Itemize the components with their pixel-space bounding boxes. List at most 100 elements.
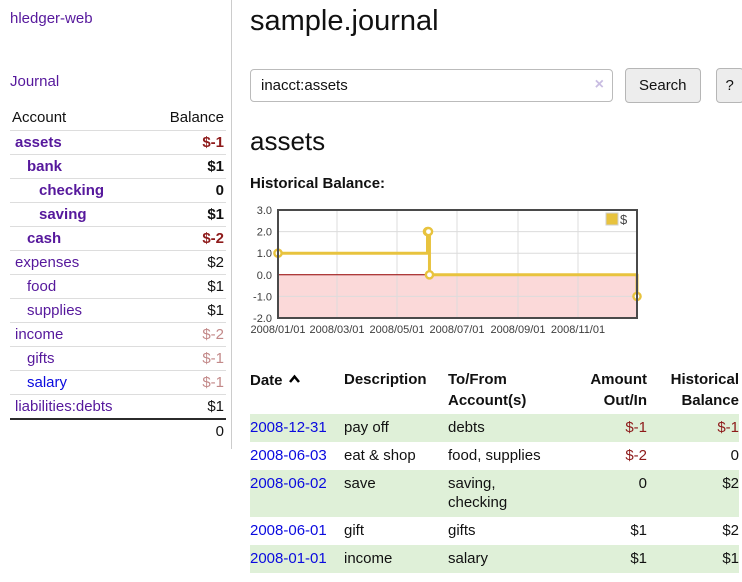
transaction-description: save — [344, 475, 376, 492]
transaction-amount: $-2 — [625, 447, 647, 464]
main-content: sample.journal × Search ? assets Histori… — [250, 0, 742, 573]
sort-ascending-icon — [288, 369, 301, 390]
accounts-total-balance: 0 — [215, 423, 224, 440]
account-row-salary: salary $-1 — [10, 370, 226, 395]
column-header-accounts: To/From Account(s) — [448, 371, 527, 409]
svg-text:2008/01/01: 2008/01/01 — [250, 324, 305, 336]
svg-text:3.0: 3.0 — [257, 205, 272, 217]
transaction-accounts: debts — [448, 419, 485, 436]
transaction-amount: $1 — [630, 522, 647, 539]
svg-text:2008/09/01: 2008/09/01 — [490, 324, 545, 336]
transaction-description: gift — [344, 522, 365, 539]
account-link-expenses[interactable]: expenses — [15, 254, 80, 271]
transaction-row: 2008-06-03 eat & shop food, supplies $-2… — [250, 442, 739, 470]
svg-text:$: $ — [620, 212, 628, 227]
svg-text:2008/11/01: 2008/11/01 — [551, 324, 605, 336]
svg-text:-1.0: -1.0 — [253, 291, 272, 303]
account-link-income[interactable]: income — [15, 326, 64, 343]
transaction-row: 2008-12-31 pay off debts $-1 $-1 — [250, 414, 739, 442]
search-box: × — [250, 69, 613, 102]
transactions-table: Date Description To/From Account(s) Amou… — [250, 367, 739, 573]
chart-label: Historical Balance: — [250, 175, 386, 192]
historical-balance-chart: $3.0 2.0 1.0 0.0 -1.0 -2.0 2008/01/01 2008/03/0… — [250, 204, 739, 342]
transaction-accounts: salary — [448, 550, 489, 567]
search-form: × Search ? — [250, 68, 742, 103]
account-link-cash[interactable]: cash — [27, 230, 62, 247]
transaction-balance: $2 — [722, 522, 739, 539]
transaction-description: eat & shop — [344, 447, 416, 464]
accounts-header-row: Account Balance — [10, 107, 226, 131]
svg-text:2.0: 2.0 — [257, 227, 272, 239]
account-row-income: income $-2 — [10, 322, 226, 347]
account-link-saving[interactable]: saving — [39, 206, 87, 223]
transaction-row: 2008-06-02 save saving, checking 0 $2 — [250, 470, 739, 517]
account-balance: $1 — [207, 158, 224, 175]
transaction-accounts: gifts — [448, 522, 476, 539]
transaction-accounts: saving, checking — [448, 475, 508, 511]
transaction-amount: 0 — [638, 475, 647, 492]
transaction-amount: $1 — [630, 550, 647, 567]
account-link-assets[interactable]: assets — [15, 134, 62, 151]
app-title-link[interactable]: hledger-web — [10, 10, 93, 27]
account-balance: $1 — [207, 206, 224, 223]
account-row-gifts: gifts $-1 — [10, 346, 226, 371]
transaction-date-link[interactable]: 2008-06-01 — [250, 522, 327, 539]
account-row-food: food $1 — [10, 274, 226, 299]
transaction-row: 2008-01-01 income salary $1 $1 — [250, 545, 739, 573]
account-balance: $-2 — [202, 230, 224, 247]
transaction-description: pay off — [344, 419, 389, 436]
account-balance: $-1 — [202, 134, 224, 151]
clear-search-icon[interactable]: × — [594, 76, 604, 93]
account-link-liabilities-debts[interactable]: liabilities:debts — [15, 398, 113, 415]
transaction-row: 2008-06-01 gift gifts $1 $2 — [250, 517, 739, 545]
account-row-saving: saving $1 — [10, 202, 226, 227]
transaction-date-link[interactable]: 2008-01-01 — [250, 550, 327, 567]
svg-text:0.0: 0.0 — [257, 270, 272, 282]
search-button[interactable]: Search — [625, 68, 701, 103]
account-balance: $1 — [207, 278, 224, 295]
account-row-supplies: supplies $1 — [10, 298, 226, 323]
svg-text:2008/03/01: 2008/03/01 — [309, 324, 364, 336]
account-link-bank[interactable]: bank — [27, 158, 63, 175]
accounts-header-balance: Balance — [169, 109, 224, 126]
account-balance: $-1 — [202, 350, 224, 367]
transaction-description: income — [344, 550, 393, 567]
account-balance: $1 — [207, 302, 224, 319]
transaction-accounts: food, supplies — [448, 447, 541, 464]
account-row-checking: checking 0 — [10, 178, 226, 203]
svg-text:2008/07/01: 2008/07/01 — [429, 324, 484, 336]
accounts-table: Account Balance assets $-1 bank $1 check… — [10, 107, 226, 443]
column-header-historical-balance: Historical Balance — [670, 371, 739, 409]
transaction-amount: $-1 — [625, 419, 647, 436]
transaction-balance: $2 — [722, 475, 739, 492]
page-title: sample.journal — [250, 5, 439, 37]
account-balance: $-1 — [202, 374, 224, 391]
account-link-gifts[interactable]: gifts — [27, 350, 55, 367]
transaction-balance: 0 — [730, 447, 739, 464]
account-balance: 0 — [215, 182, 224, 199]
column-header-description: Description — [344, 371, 427, 388]
search-input[interactable] — [250, 69, 613, 102]
transactions-header-row: Date Description To/From Account(s) Amou… — [250, 367, 739, 414]
account-link-supplies[interactable]: supplies — [27, 302, 83, 319]
accounts-total-row: 0 — [10, 419, 226, 443]
transaction-date-link[interactable]: 2008-06-02 — [250, 475, 327, 492]
account-link-checking[interactable]: checking — [39, 182, 105, 199]
app-title: hledger-web — [10, 10, 225, 27]
account-link-salary[interactable]: salary — [27, 374, 68, 391]
account-balance: $1 — [207, 398, 224, 415]
transaction-date-link[interactable]: 2008-12-31 — [250, 419, 327, 436]
transaction-balance: $1 — [722, 550, 739, 567]
help-button[interactable]: ? — [715, 68, 742, 103]
account-balance: $-2 — [202, 326, 224, 343]
journal-link[interactable]: Journal — [10, 73, 60, 90]
transaction-date-link[interactable]: 2008-06-03 — [250, 447, 327, 464]
column-header-amount: Amount Out/In — [590, 371, 647, 409]
column-header-date[interactable]: Date — [250, 367, 344, 414]
accounts-header-account: Account — [12, 109, 67, 126]
account-page-title: assets — [250, 126, 326, 156]
nav-journal: Journal — [10, 73, 225, 90]
account-link-food[interactable]: food — [27, 278, 57, 295]
